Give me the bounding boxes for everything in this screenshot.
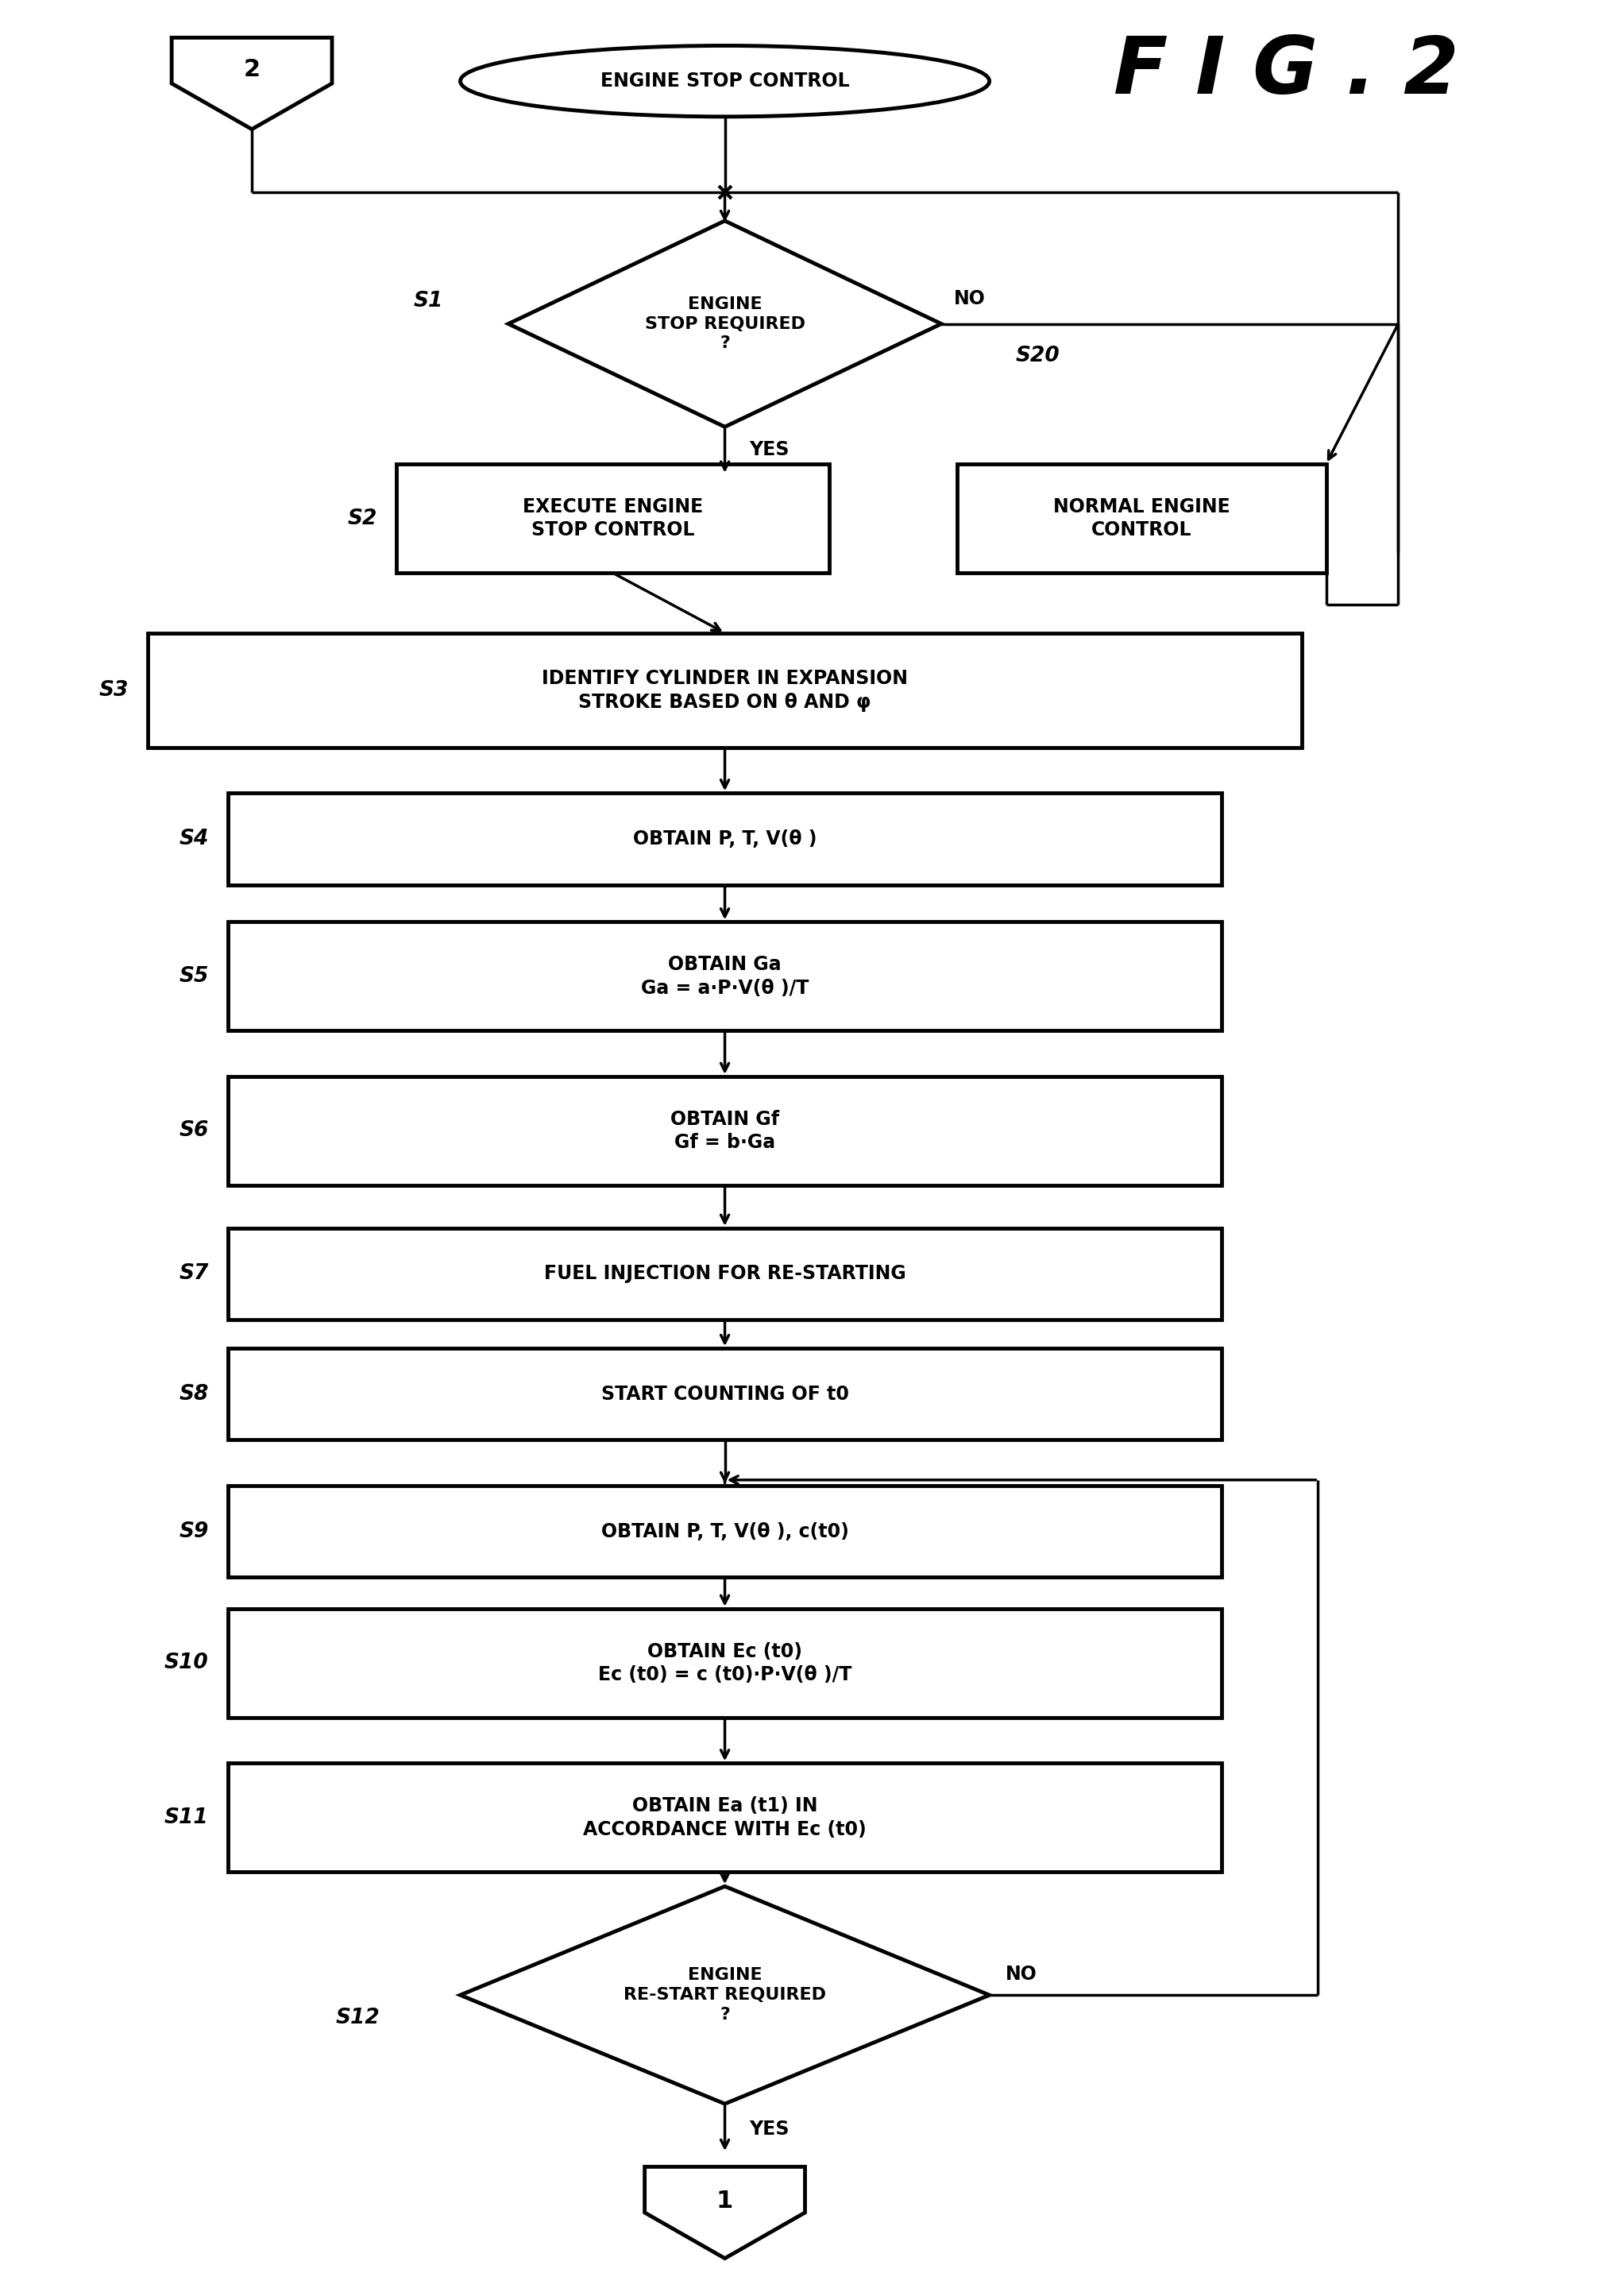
Text: S12: S12 bbox=[336, 2007, 380, 2027]
Bar bbox=[227, 1077, 1222, 1185]
Text: OBTAIN Gf
Gf = b·Ga: OBTAIN Gf Gf = b·Ga bbox=[670, 1109, 779, 1153]
Polygon shape bbox=[460, 1887, 990, 2103]
Text: OBTAIN Ec (t0)
Ec (t0) = c (t0)·P·V(θ )/T: OBTAIN Ec (t0) Ec (t0) = c (t0)·P·V(θ )/… bbox=[597, 1642, 852, 1685]
Text: ENGINE
RE-START REQUIRED
?: ENGINE RE-START REQUIRED ? bbox=[623, 1968, 826, 2023]
Bar bbox=[227, 1228, 1222, 1320]
Bar bbox=[227, 1486, 1222, 1577]
Text: OBTAIN Ga
Ga = a·P·V(θ )/T: OBTAIN Ga Ga = a·P·V(θ )/T bbox=[641, 955, 808, 999]
Text: OBTAIN Ea (t1) IN
ACCORDANCE WITH Ec (t0): OBTAIN Ea (t1) IN ACCORDANCE WITH Ec (t0… bbox=[583, 1795, 866, 1839]
Ellipse shape bbox=[460, 46, 990, 117]
Text: 1: 1 bbox=[716, 2190, 733, 2213]
Text: EXECUTE ENGINE
STOP CONTROL: EXECUTE ENGINE STOP CONTROL bbox=[522, 498, 704, 540]
Text: YES: YES bbox=[749, 441, 789, 459]
Text: S9: S9 bbox=[179, 1522, 209, 1543]
Text: ENGINE
STOP REQUIRED
?: ENGINE STOP REQUIRED ? bbox=[644, 296, 805, 351]
Text: S8: S8 bbox=[179, 1384, 209, 1405]
Text: OBTAIN P, T, V(θ ), c(t0): OBTAIN P, T, V(θ ), c(t0) bbox=[601, 1522, 848, 1541]
Bar bbox=[148, 634, 1302, 748]
Text: START COUNTING OF t0: START COUNTING OF t0 bbox=[601, 1384, 848, 1403]
Text: ENGINE STOP CONTROL: ENGINE STOP CONTROL bbox=[601, 71, 850, 90]
Bar bbox=[958, 464, 1327, 572]
Text: S20: S20 bbox=[1016, 344, 1059, 365]
Bar bbox=[227, 1763, 1222, 1871]
Text: F I G . 2: F I G . 2 bbox=[1114, 34, 1459, 110]
Text: S3: S3 bbox=[98, 680, 129, 700]
Text: FUEL INJECTION FOR RE-STARTING: FUEL INJECTION FOR RE-STARTING bbox=[544, 1265, 906, 1283]
Bar bbox=[227, 1609, 1222, 1717]
Bar bbox=[227, 1348, 1222, 1440]
Text: S10: S10 bbox=[164, 1653, 209, 1674]
Text: OBTAIN P, T, V(θ ): OBTAIN P, T, V(θ ) bbox=[633, 829, 816, 850]
Polygon shape bbox=[509, 220, 942, 427]
Text: S2: S2 bbox=[348, 507, 377, 528]
Text: NO: NO bbox=[1005, 1965, 1037, 1984]
Text: S11: S11 bbox=[164, 1807, 209, 1828]
Bar bbox=[396, 464, 829, 572]
Text: S6: S6 bbox=[179, 1120, 209, 1141]
Polygon shape bbox=[644, 2167, 805, 2259]
Text: S5: S5 bbox=[179, 967, 209, 987]
Polygon shape bbox=[172, 37, 332, 129]
Text: NO: NO bbox=[955, 289, 985, 308]
Text: 2: 2 bbox=[243, 57, 261, 80]
Text: S1: S1 bbox=[414, 292, 443, 312]
Text: NORMAL ENGINE
CONTROL: NORMAL ENGINE CONTROL bbox=[1053, 498, 1230, 540]
Text: YES: YES bbox=[749, 2119, 789, 2138]
Bar bbox=[227, 923, 1222, 1031]
Text: IDENTIFY CYLINDER IN EXPANSION
STROKE BASED ON θ AND φ: IDENTIFY CYLINDER IN EXPANSION STROKE BA… bbox=[541, 668, 908, 712]
Text: S4: S4 bbox=[179, 829, 209, 850]
Text: S7: S7 bbox=[179, 1263, 209, 1283]
Bar bbox=[227, 792, 1222, 884]
